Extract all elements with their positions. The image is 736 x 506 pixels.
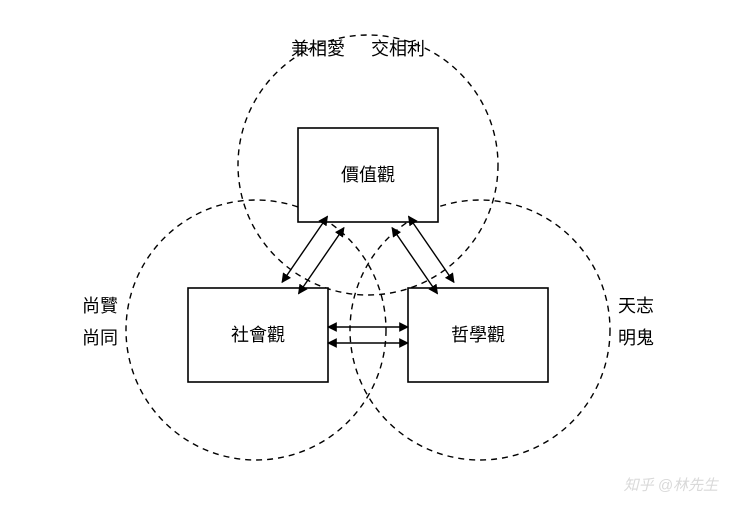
outer-label-right-1: 天志 [618,296,654,316]
concept-label-values: 價值觀 [341,165,395,185]
concept-label-society: 社會觀 [231,325,285,345]
diagram-background [0,0,736,506]
outer-label-right-2: 明鬼 [618,328,654,348]
outer-label-left-1: 尚贒 [82,296,118,316]
outer-label-top-2: 交相利 [371,39,425,59]
concept-label-philosophy: 哲學觀 [451,325,505,345]
outer-label-left-2: 尚同 [82,328,118,348]
watermark: 知乎 @林先生 [624,477,719,494]
outer-label-top-1: 兼相愛 [291,39,345,59]
